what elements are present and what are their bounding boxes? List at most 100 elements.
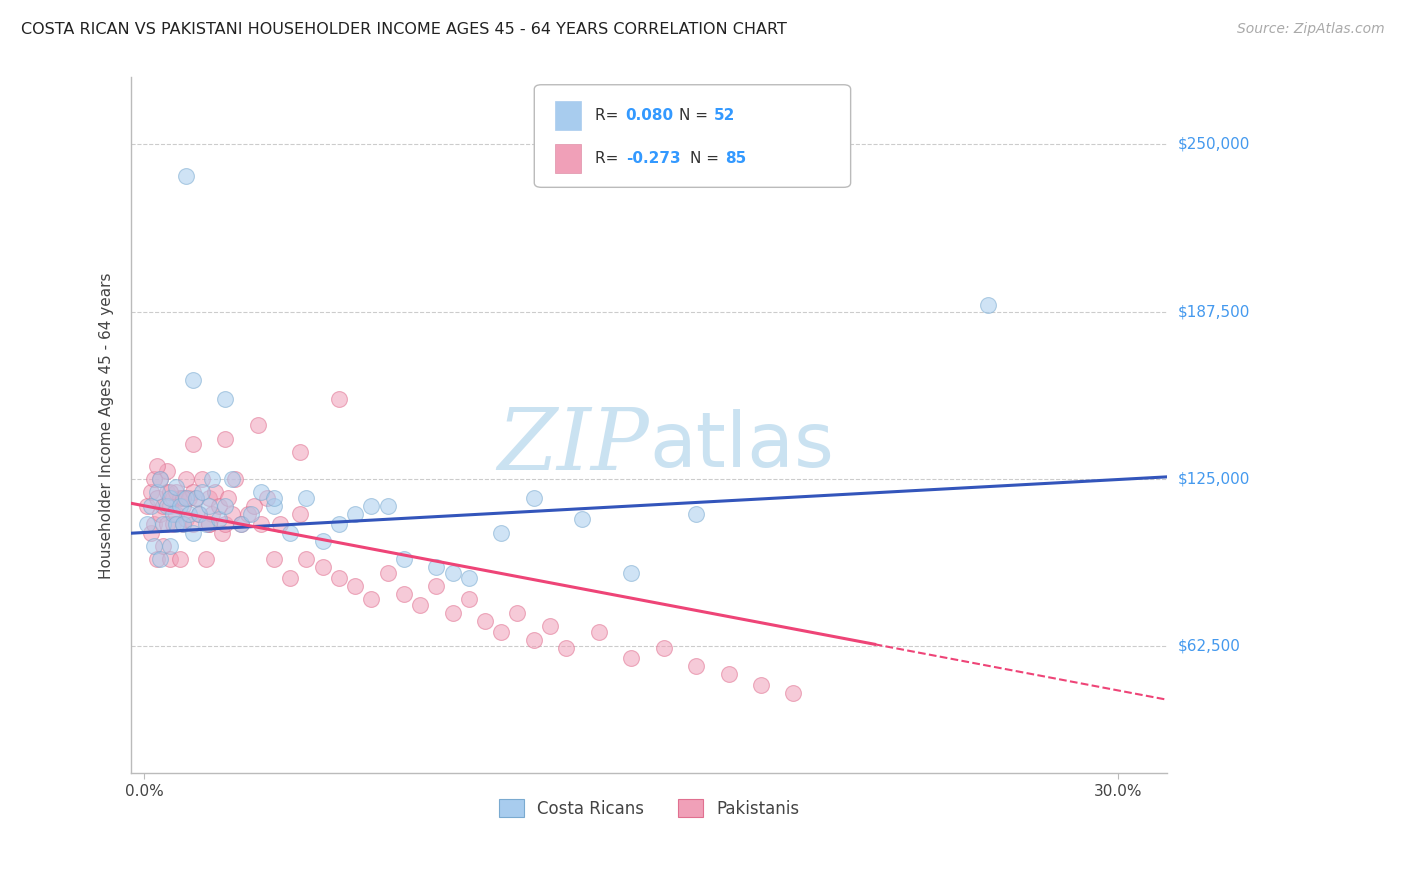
Point <box>181 517 204 532</box>
Point <box>191 472 214 486</box>
Text: atlas: atlas <box>650 409 834 483</box>
Point <box>214 517 236 532</box>
Point <box>156 464 179 478</box>
Text: COSTA RICAN VS PAKISTANI HOUSEHOLDER INCOME AGES 45 - 64 YEARS CORRELATION CHART: COSTA RICAN VS PAKISTANI HOUSEHOLDER INC… <box>21 22 787 37</box>
Point <box>188 507 211 521</box>
Point <box>278 571 301 585</box>
Point <box>188 507 211 521</box>
Point <box>263 552 285 566</box>
Point <box>250 485 273 500</box>
Point <box>441 566 464 580</box>
Point <box>523 491 546 505</box>
Point <box>685 659 707 673</box>
Point <box>489 525 512 540</box>
Point <box>156 499 179 513</box>
Point <box>328 571 350 585</box>
Point <box>174 169 197 184</box>
Point <box>159 499 181 513</box>
Point <box>288 507 311 521</box>
Point <box>149 472 172 486</box>
Point <box>246 418 269 433</box>
Point <box>224 472 246 486</box>
Point <box>214 499 236 513</box>
Point <box>159 485 181 500</box>
Point <box>749 678 772 692</box>
Text: $187,500: $187,500 <box>1178 304 1250 319</box>
Point <box>360 592 382 607</box>
Point <box>474 614 496 628</box>
Point <box>263 499 285 513</box>
Point <box>263 491 285 505</box>
Point <box>174 491 197 505</box>
Point <box>457 571 479 585</box>
Point <box>236 507 259 521</box>
Point <box>166 480 188 494</box>
Point <box>142 539 165 553</box>
Point <box>344 579 367 593</box>
Point <box>409 598 432 612</box>
Point <box>201 472 224 486</box>
Point <box>198 491 221 505</box>
Point <box>269 517 291 532</box>
Point <box>243 499 266 513</box>
Point <box>172 517 194 532</box>
Point <box>149 552 172 566</box>
Point <box>288 445 311 459</box>
Point <box>278 525 301 540</box>
Point <box>184 491 207 505</box>
Point <box>977 298 1000 312</box>
Point <box>295 491 318 505</box>
Point <box>169 499 191 513</box>
Point <box>221 507 243 521</box>
Point <box>425 560 447 574</box>
Point <box>211 525 233 540</box>
Point <box>328 517 350 532</box>
Point <box>231 517 253 532</box>
Point <box>162 517 184 532</box>
Point <box>152 517 174 532</box>
Point <box>172 491 194 505</box>
Point <box>523 632 546 647</box>
Point <box>149 472 172 486</box>
Point <box>166 517 188 532</box>
Point <box>156 485 179 500</box>
Point <box>149 507 172 521</box>
Point <box>311 560 333 574</box>
Point <box>425 579 447 593</box>
Point <box>152 539 174 553</box>
Text: 85: 85 <box>725 151 747 166</box>
Point <box>159 539 181 553</box>
Text: ZIP: ZIP <box>498 405 650 488</box>
Point <box>146 458 169 473</box>
Point <box>221 472 243 486</box>
Point <box>217 491 239 505</box>
Point <box>392 552 415 566</box>
Text: R=: R= <box>595 108 623 123</box>
Point <box>652 640 675 655</box>
Point <box>146 552 169 566</box>
Text: $62,500: $62,500 <box>1178 639 1241 654</box>
Point <box>181 437 204 451</box>
Point <box>208 499 231 513</box>
Point <box>136 499 159 513</box>
Point <box>377 566 399 580</box>
Point <box>166 507 188 521</box>
Point <box>620 566 643 580</box>
Point <box>139 499 162 513</box>
Point <box>159 491 181 505</box>
Point <box>179 507 201 521</box>
Point <box>344 507 367 521</box>
Point <box>181 485 204 500</box>
Point <box>441 606 464 620</box>
Point <box>717 667 740 681</box>
Point <box>620 651 643 665</box>
Point <box>194 517 217 532</box>
Text: 52: 52 <box>714 108 735 123</box>
Text: N =: N = <box>690 151 724 166</box>
Point <box>250 517 273 532</box>
Point <box>174 472 197 486</box>
Point <box>169 491 191 505</box>
Text: 0.080: 0.080 <box>626 108 673 123</box>
Point <box>172 517 194 532</box>
Point <box>201 507 224 521</box>
